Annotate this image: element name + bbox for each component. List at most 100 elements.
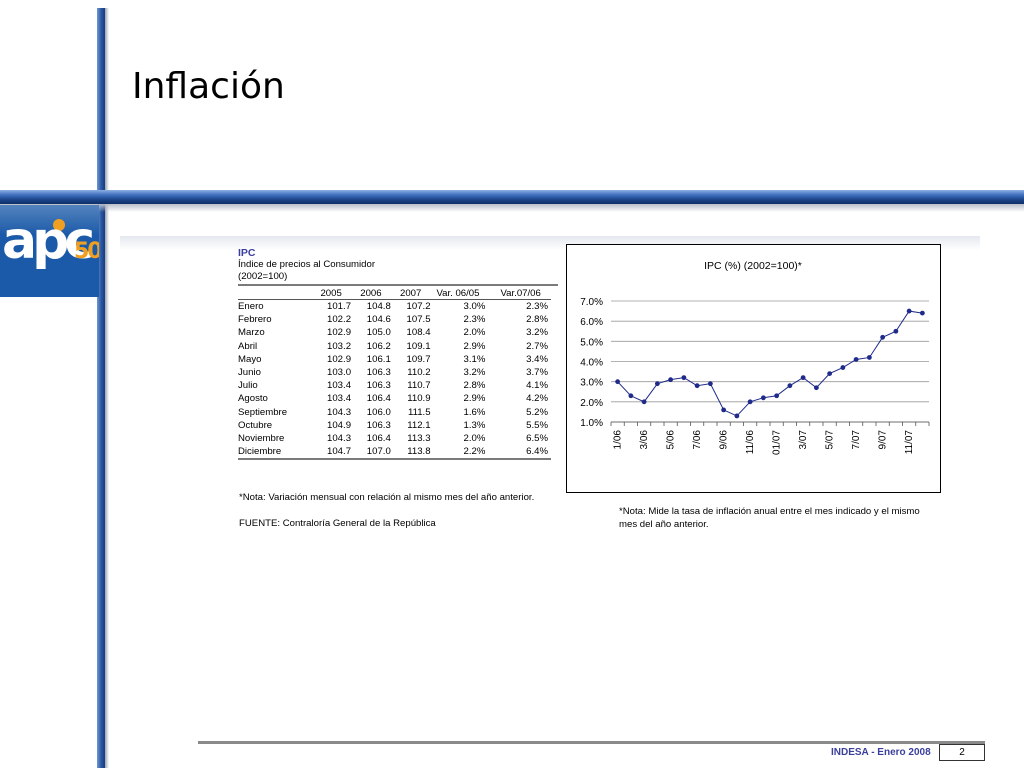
data-point bbox=[853, 357, 859, 362]
value-cell: 106.2 bbox=[366, 340, 391, 352]
month-cell: Marzo bbox=[238, 327, 265, 339]
value-cell: 2.3% bbox=[463, 314, 486, 326]
table-row: Marzo 102.9 105.0 108.4 2.0% 3.2% bbox=[238, 326, 551, 339]
vertical-frame-shadow bbox=[105, 8, 109, 768]
data-point bbox=[760, 395, 766, 401]
logo-number: 50 bbox=[74, 239, 99, 264]
data-point bbox=[681, 375, 687, 381]
table-header-row: 2005 2006 2007 Var. 06/05 Var.07/06 bbox=[238, 286, 551, 300]
data-point bbox=[774, 393, 780, 399]
value-cell: 104.3 bbox=[327, 432, 352, 444]
data-point bbox=[615, 379, 621, 385]
x-tick-label: 5/06 bbox=[666, 430, 677, 450]
month-cell: Julio bbox=[238, 380, 258, 392]
value-cell: 106.0 bbox=[366, 406, 391, 418]
table-row: Septiembre 104.3 106.0 111.5 1.6% 5.2% bbox=[238, 406, 551, 419]
data-point bbox=[893, 328, 899, 334]
value-cell: 113.3 bbox=[407, 432, 431, 444]
month-cell: Junio bbox=[238, 367, 261, 379]
value-cell: 2.9% bbox=[463, 393, 486, 405]
chart-note: *Nota: Mide la tasa de inflación anual e… bbox=[619, 506, 920, 530]
data-point bbox=[880, 334, 886, 340]
logo-text: apc bbox=[2, 211, 95, 271]
table-row: Julio 103.4 106.3 110.7 2.8% 4.1% bbox=[238, 379, 551, 392]
y-tick-label: 3.0% bbox=[580, 378, 603, 389]
value-cell: 109.1 bbox=[406, 340, 431, 352]
value-cell: 107.2 bbox=[406, 301, 431, 313]
table-bottom-rule bbox=[238, 458, 551, 461]
table-row: Junio 103.0 106.3 110.2 3.2% 3.7% bbox=[238, 366, 551, 379]
table-body: Enero 101.7 104.8 107.2 3.0% 2.3% Febrero 102.2… bbox=[238, 300, 551, 459]
table-note: *Nota: Variación mensual con relación al… bbox=[239, 492, 535, 503]
value-cell: 2.7% bbox=[526, 340, 548, 352]
table-subtitle: Índice de precios al Consumidor bbox=[238, 259, 376, 270]
value-cell: 111.5 bbox=[407, 406, 431, 418]
table-source: FUENTE: Contraloría General de la Repúbl… bbox=[239, 518, 436, 529]
month-cell: Febrero bbox=[238, 314, 272, 326]
x-tick-label: 9/06 bbox=[719, 430, 730, 450]
value-cell: 3.7% bbox=[526, 367, 548, 379]
value-cell: 3.4% bbox=[526, 353, 548, 365]
table-row: Diciembre 104.7 107.0 113.8 2.2% 6.4% bbox=[238, 445, 551, 458]
value-cell: 5.2% bbox=[526, 406, 548, 418]
horizontal-frame-shadow bbox=[0, 204, 1024, 212]
value-cell: 2.8% bbox=[526, 314, 548, 326]
table-row: Agosto 103.4 106.4 110.9 2.9% 4.2% bbox=[238, 392, 551, 405]
data-point bbox=[866, 355, 872, 360]
table-row: Mayo 102.9 106.1 109.7 3.1% 3.4% bbox=[238, 353, 551, 366]
value-cell: 4.1% bbox=[526, 380, 548, 392]
data-point bbox=[827, 371, 833, 376]
data-point bbox=[800, 375, 806, 381]
value-cell: 113.8 bbox=[407, 446, 431, 458]
value-cell: 6.4% bbox=[526, 446, 548, 458]
series-line bbox=[617, 310, 923, 417]
value-cell: 2.3% bbox=[526, 301, 548, 313]
value-cell: 2.9% bbox=[463, 340, 486, 352]
value-cell: 107.5 bbox=[406, 314, 431, 326]
value-cell: 104.7 bbox=[327, 446, 352, 458]
data-point bbox=[840, 365, 846, 370]
value-cell: 3.0% bbox=[463, 301, 486, 313]
y-tick-label: 2.0% bbox=[580, 398, 603, 409]
data-point bbox=[813, 385, 819, 391]
data-point bbox=[747, 399, 753, 405]
value-cell: 104.8 bbox=[366, 301, 391, 313]
value-cell: 106.3 bbox=[366, 419, 391, 431]
value-cell: 2.2% bbox=[463, 446, 486, 458]
x-tick-label: 9/07 bbox=[878, 430, 889, 450]
table-row: Enero 101.7 104.8 107.2 3.0% 2.3% bbox=[238, 300, 551, 314]
table-row: Febrero 102.2 104.6 107.5 2.3% 2.8% bbox=[238, 313, 551, 326]
value-cell: 107.0 bbox=[366, 446, 391, 458]
table-top-rule bbox=[238, 284, 558, 286]
table-row: Abril 103.2 106.2 109.1 2.9% 2.7% bbox=[238, 340, 551, 353]
data-point bbox=[707, 381, 713, 387]
value-cell: 105.0 bbox=[366, 327, 391, 339]
month-cell: Diciembre bbox=[238, 446, 282, 458]
y-tick-label: 5.0% bbox=[580, 337, 603, 348]
value-cell: 103.0 bbox=[327, 367, 352, 379]
table-heading: IPC bbox=[238, 247, 256, 259]
y-tick-label: 4.0% bbox=[580, 358, 603, 369]
footer-text: INDESA - Enero 2008 bbox=[831, 747, 931, 758]
value-cell: 3.1% bbox=[463, 353, 486, 365]
x-tick-label: 5/07 bbox=[825, 430, 836, 450]
x-tick-label: 1/06 bbox=[613, 430, 624, 450]
table-row: Noviembre 104.3 106.4 113.3 2.0% 6.5% bbox=[238, 432, 551, 445]
x-tick-label: 11/06 bbox=[745, 430, 756, 455]
value-cell: 110.7 bbox=[407, 380, 431, 392]
value-cell: 101.7 bbox=[327, 301, 352, 313]
value-cell: 3.2% bbox=[463, 367, 486, 379]
apc50-logo: apc 50 bbox=[0, 205, 99, 297]
value-cell: 106.4 bbox=[366, 432, 391, 444]
y-tick-label: 7.0% bbox=[580, 297, 603, 308]
column-header bbox=[238, 286, 312, 300]
value-cell: 2.0% bbox=[463, 432, 486, 444]
x-tick-label: 7/06 bbox=[692, 430, 703, 450]
data-point bbox=[787, 383, 793, 389]
x-tick-label: 7/07 bbox=[851, 430, 862, 450]
value-cell: 110.9 bbox=[407, 393, 431, 405]
data-point bbox=[641, 399, 647, 405]
month-cell: Noviembre bbox=[238, 432, 285, 444]
month-cell: Abril bbox=[238, 340, 258, 352]
data-point bbox=[668, 377, 674, 383]
